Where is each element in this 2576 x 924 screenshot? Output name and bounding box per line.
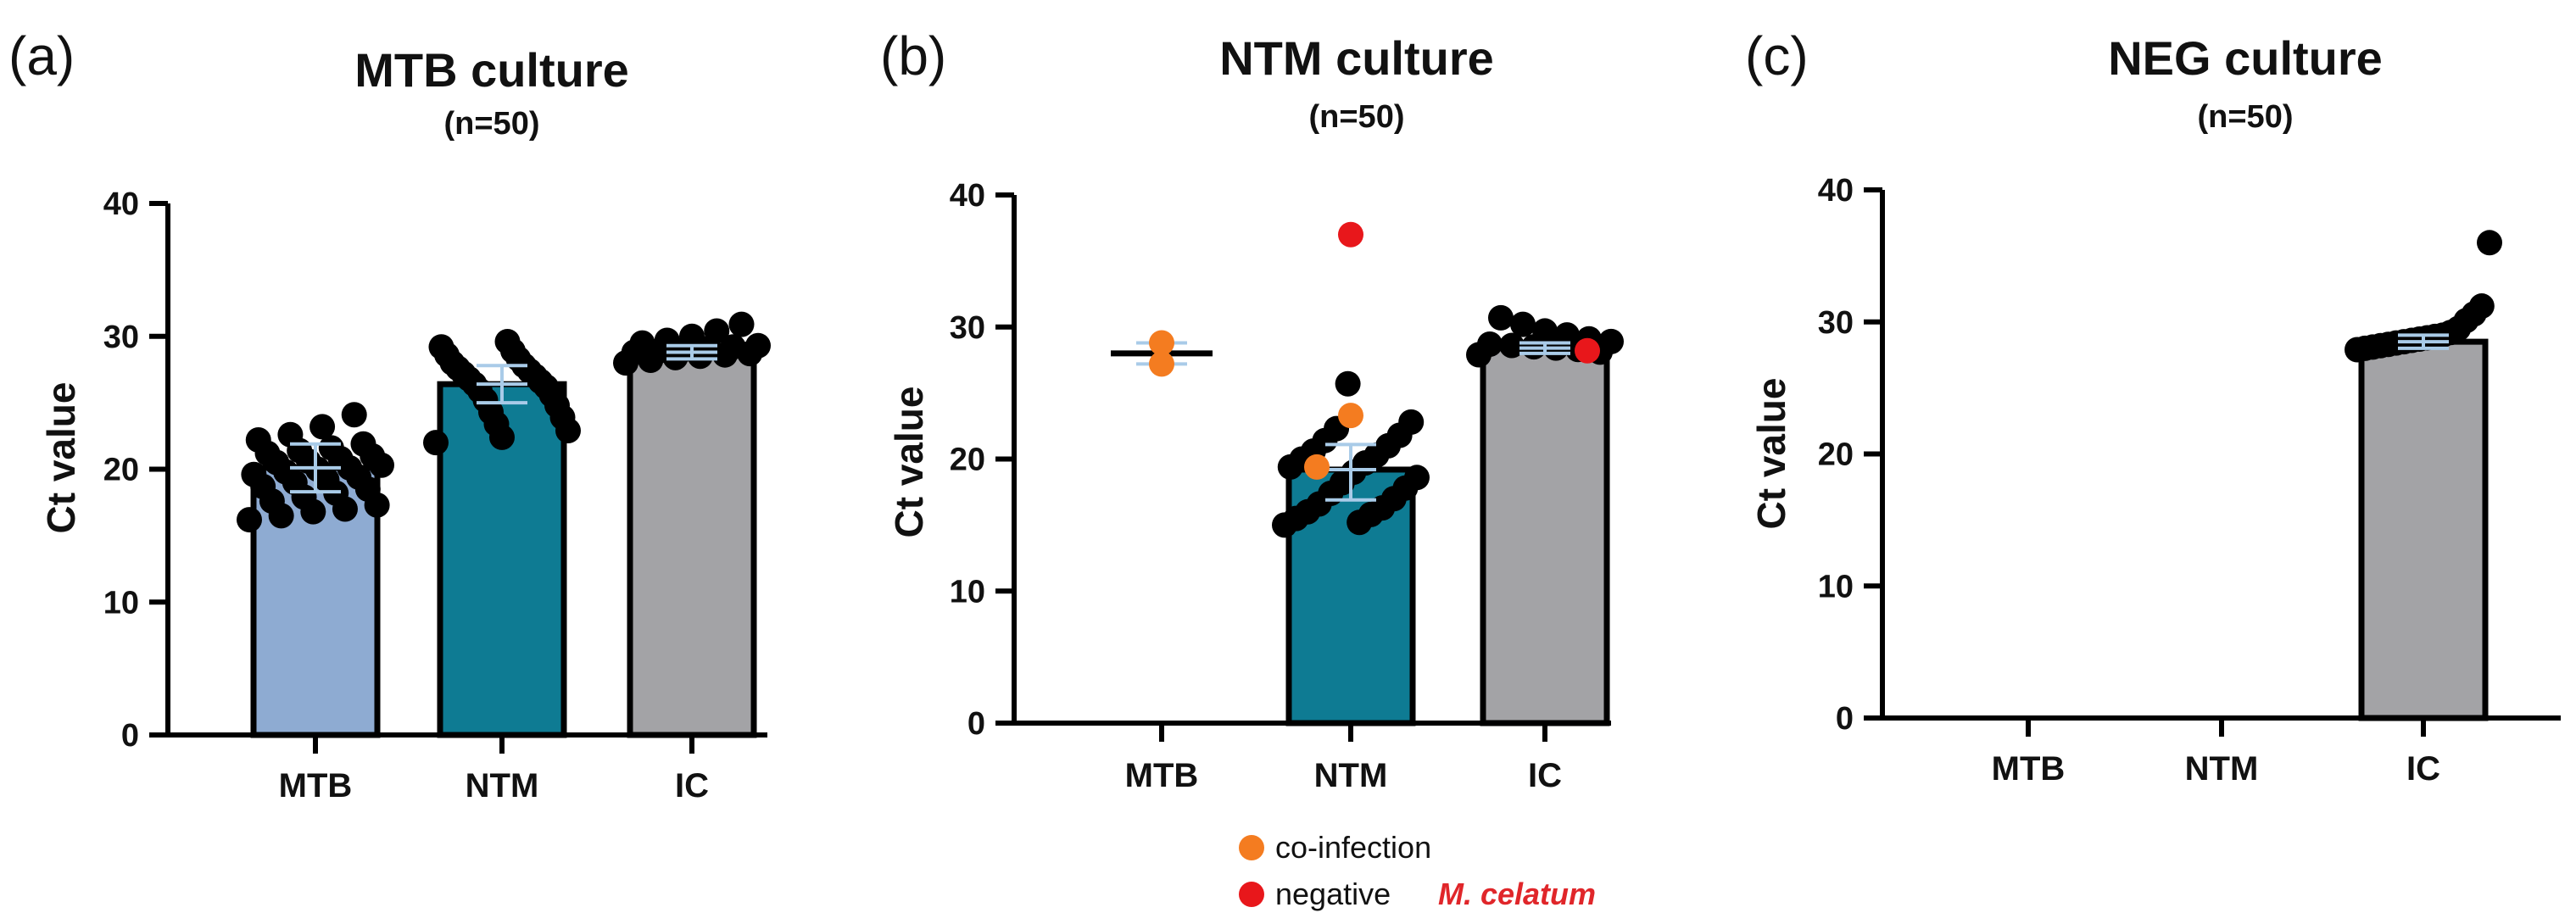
x-tick-label: NTM — [1314, 757, 1388, 794]
panel-c-ylabel: Ct value — [1749, 378, 1793, 530]
highlight-point-negative — [1575, 337, 1600, 364]
x-tick-label: IC — [675, 767, 709, 804]
data-point-ic — [1477, 331, 1503, 357]
y-tick-label: 30 — [1818, 305, 1854, 341]
data-point-ic — [1510, 311, 1536, 337]
x-tick-label: IC — [1528, 757, 1562, 794]
data-point-ntm — [1404, 465, 1430, 491]
data-point-mtb — [341, 402, 367, 428]
data-point-ic — [1488, 304, 1514, 331]
panel-c-plot: 0 10 20 30 40 MTB NTM IC — [1818, 173, 2561, 788]
panel-a-title: MTB culture — [354, 43, 629, 97]
data-point-ic — [1532, 318, 1558, 344]
panel-b-plot: 0 10 20 30 40 MTB NTM IC — [950, 178, 1624, 794]
x-tick-label: IC — [2406, 750, 2440, 788]
highlight-point-negative — [1338, 221, 1363, 248]
panel-c-subtitle: (n=50) — [2198, 99, 2294, 135]
data-point-ntm — [1398, 409, 1425, 435]
data-point-ic — [629, 330, 655, 356]
legend-co-infection-label: co-infection — [1275, 830, 1431, 865]
data-point-mtb — [318, 435, 344, 461]
x-tick-label: MTB — [1992, 750, 2066, 788]
data-point-ic — [2468, 293, 2495, 320]
y-tick-label: 20 — [950, 443, 985, 478]
panel-b-ylabel: Ct value — [887, 387, 931, 538]
y-tick-label: 30 — [103, 320, 139, 355]
data-point-mtb — [237, 507, 262, 533]
data-point-ntm — [428, 334, 454, 360]
highlight-point-co-infection — [1338, 403, 1363, 429]
y-tick-label: 40 — [1818, 173, 1854, 209]
data-point-mtb — [245, 427, 271, 454]
bar-ic — [627, 349, 757, 738]
data-point-ntm — [423, 430, 449, 456]
panel-c: (c) NEG culture (n=50) Ct value 0 10 20 30 4… — [1745, 25, 2561, 788]
y-tick-label: 10 — [950, 574, 985, 610]
panel-c-title: NEG culture — [2108, 31, 2383, 85]
y-tick-label: 10 — [103, 585, 139, 621]
highlight-point-co-infection — [1149, 351, 1174, 377]
panel-a: (a) MTB culture (n=50) Ct value 0 10 20 30 4… — [8, 25, 771, 804]
x-tick-label: MTB — [279, 767, 353, 804]
legend-co-infection-marker — [1239, 835, 1264, 860]
bar-ic — [2358, 338, 2489, 721]
data-point-ic — [1598, 328, 1624, 354]
panel-a-plot: 0 10 20 30 40 MTB NTM IC — [103, 186, 771, 804]
panel-b-subtitle: (n=50) — [1309, 99, 1405, 135]
y-tick-label: 20 — [1818, 437, 1854, 473]
data-point-ntm — [494, 329, 521, 355]
panel-b-title: NTM culture — [1219, 31, 1494, 85]
y-tick-label: 10 — [1818, 569, 1854, 604]
data-point-ic — [745, 332, 771, 359]
legend-negative-label: negative — [1275, 877, 1391, 911]
panel-c-label: (c) — [1745, 25, 1809, 86]
y-tick-label: 0 — [1836, 701, 1854, 737]
highlight-point-co-infection — [1149, 330, 1174, 356]
legend-note: M. celatum — [1438, 877, 1596, 911]
data-point-ntm — [1335, 370, 1361, 397]
data-point-ic — [720, 334, 746, 360]
data-point-mtb — [241, 461, 267, 487]
data-point-ic — [704, 318, 730, 344]
panel-a-label: (a) — [8, 25, 75, 86]
data-point-ic — [679, 323, 705, 349]
data-point-ic — [728, 311, 755, 337]
data-point-mtb — [309, 414, 336, 440]
y-tick-label: 40 — [950, 178, 985, 214]
data-point-ic — [654, 327, 680, 353]
x-tick-label: NTM — [466, 767, 539, 804]
panel-a-subtitle: (n=50) — [444, 106, 540, 142]
legend-negative-marker — [1239, 882, 1264, 907]
panel-a-ylabel: Ct value — [39, 382, 83, 534]
panel-b: (b) NTM culture (n=50) Ct value 0 10 20 30 4… — [880, 25, 1624, 911]
y-tick-label: 0 — [967, 706, 985, 742]
y-tick-label: 0 — [121, 718, 139, 754]
y-tick-label: 30 — [950, 310, 985, 346]
data-point-ic — [2477, 230, 2502, 256]
x-tick-label: MTB — [1125, 757, 1199, 794]
data-point-mtb — [277, 421, 304, 448]
panel-b-label: (b) — [880, 25, 946, 86]
y-tick-label: 40 — [103, 186, 139, 222]
legend: co-infection negative M. celatum — [1239, 830, 1596, 911]
highlight-point-co-infection — [1304, 454, 1330, 480]
bar-ic — [1480, 345, 1610, 726]
y-tick-label: 20 — [103, 453, 139, 488]
data-point-ic — [1499, 332, 1525, 359]
data-point-mtb — [350, 431, 376, 457]
x-tick-label: NTM — [2185, 750, 2259, 788]
